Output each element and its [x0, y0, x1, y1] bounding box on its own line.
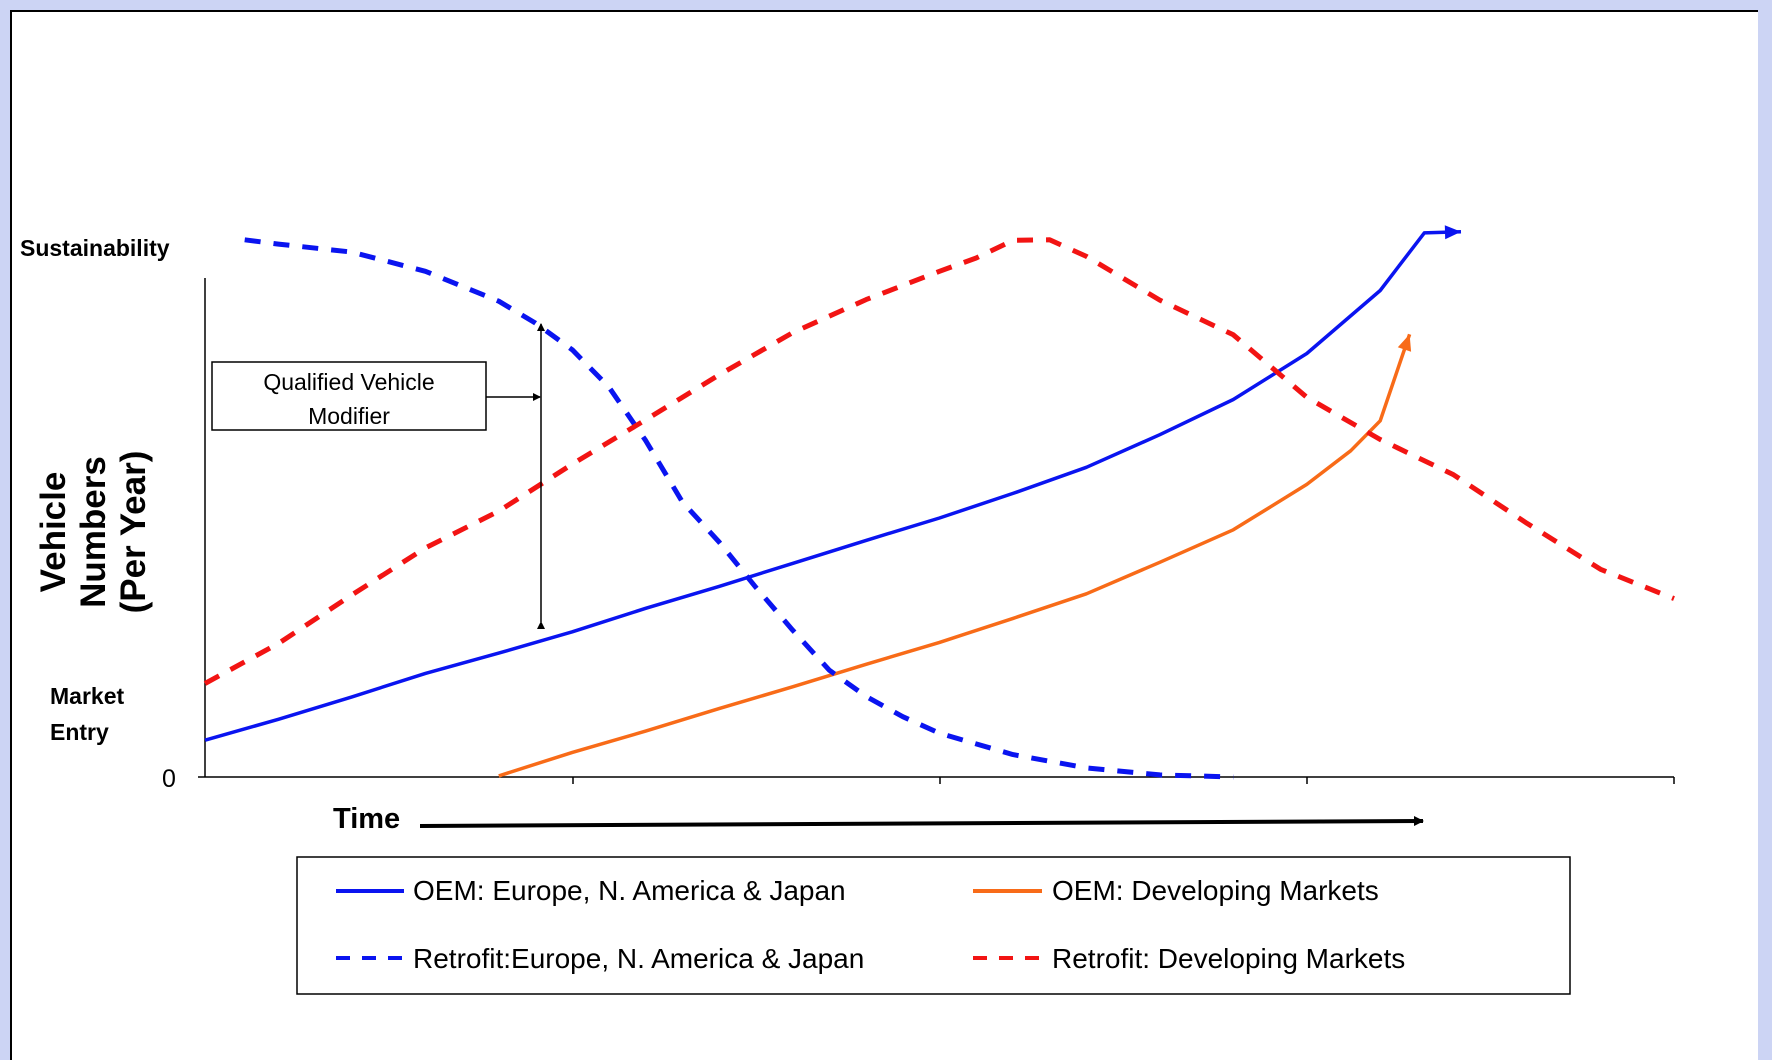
legend-label-oem-developing: OEM: Developing Markets	[1052, 875, 1379, 906]
series-line-2	[244, 237, 1234, 780]
y-tick-label-market-entry-1: Market	[50, 683, 124, 709]
legend-box	[296, 856, 1571, 995]
legend-label-retrofit-europe: Retrofit:Europe, N. America & Japan	[413, 943, 864, 974]
y-axis-title-line3: (Per Year)	[114, 451, 153, 614]
y-tick-label-sustainability: Sustainability	[20, 235, 170, 261]
axes	[198, 278, 1675, 784]
x-axis-title: Time	[333, 803, 400, 835]
y-tick-label-zero: 0	[162, 765, 176, 793]
legend: OEM: Europe, N. America & Japan OEM: Dev…	[296, 856, 1571, 995]
y-axis-title: Vehicle Numbers (Per Year)	[34, 451, 153, 614]
series-arrowhead-1	[1397, 334, 1412, 352]
series-line-3	[203, 237, 1675, 686]
annotation-box	[211, 361, 487, 431]
series-layer	[203, 225, 1675, 780]
time-arrow	[419, 816, 1424, 828]
y-tick-label-market-entry-2: Entry	[50, 719, 109, 745]
annotation-text-line1: Qualified Vehicle	[263, 369, 434, 395]
series-line-0	[204, 230, 1462, 742]
series-arrowhead-0	[1444, 225, 1461, 240]
annotation-text-line2: Modifier	[308, 403, 390, 429]
annotation-qualified-vehicle-modifier: Qualified Vehicle Modifier	[211, 323, 545, 629]
y-axis-title-line2: Numbers	[74, 456, 113, 608]
legend-label-oem-europe: OEM: Europe, N. America & Japan	[413, 875, 846, 906]
y-axis-title-line1: Vehicle	[34, 472, 73, 593]
series-line-1	[498, 333, 1412, 778]
legend-label-retrofit-developing: Retrofit: Developing Markets	[1052, 943, 1405, 974]
